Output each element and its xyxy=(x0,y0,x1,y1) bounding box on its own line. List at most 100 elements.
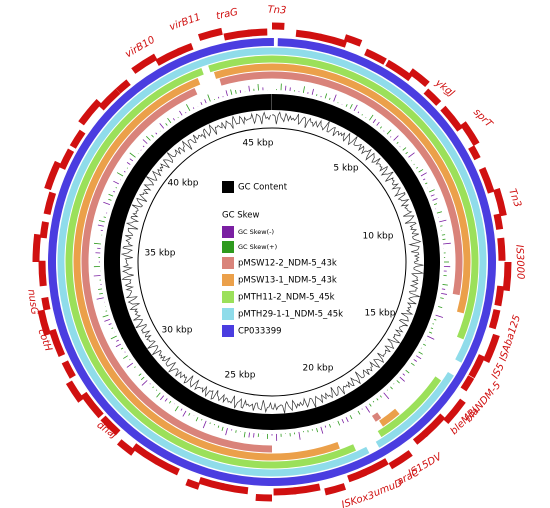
gc-skew-tick xyxy=(116,339,119,342)
gc-skew-tick xyxy=(195,417,199,422)
gc-skew-tick xyxy=(108,323,112,326)
gc-skew-tick xyxy=(179,110,183,116)
gene-block xyxy=(38,260,47,287)
ring-pmsw12 xyxy=(271,71,463,296)
legend-swatch xyxy=(222,274,234,286)
gc-skew-tick xyxy=(182,410,187,417)
gc-skew-tick xyxy=(298,431,301,440)
gene-label: ISKox3 xyxy=(340,490,376,508)
ring-pmsw12 xyxy=(371,412,382,422)
kbp-label: 15 kbp xyxy=(365,309,396,319)
gc-skew-tick xyxy=(386,129,392,135)
gc-skew-tick xyxy=(200,101,203,106)
gc-skew-tick xyxy=(188,412,191,416)
gene-block xyxy=(443,398,466,425)
gc-skew-tick xyxy=(151,134,154,138)
legend-label: CP033399 xyxy=(238,327,282,337)
gene-block xyxy=(116,439,136,456)
gc-skew-tick xyxy=(239,90,242,93)
gc-skew-tick xyxy=(430,327,434,330)
gc-skew-tick xyxy=(428,189,435,193)
gc-skew-tick xyxy=(383,392,390,400)
gc-content-line xyxy=(120,111,425,414)
gene-block xyxy=(273,487,297,496)
gene-block xyxy=(177,42,194,56)
gc-skew-tick xyxy=(235,89,237,94)
gc-skew-tick xyxy=(172,118,175,121)
gene-label: dnaJ xyxy=(95,420,119,442)
legend-label: pMTH29-1-1_NDM-5_45k xyxy=(238,310,343,320)
gc-skew-tick xyxy=(408,152,415,158)
gc-skew-tick xyxy=(108,193,114,197)
legend-swatch xyxy=(222,181,234,193)
gene-label: traG xyxy=(215,7,239,22)
gc-skew-tick xyxy=(402,147,407,151)
gc-skew-tick xyxy=(443,242,451,245)
gc-skew-tick xyxy=(311,88,314,95)
gc-skew-tick xyxy=(169,400,172,404)
gc-skew-tick xyxy=(97,224,104,227)
gene-block xyxy=(347,468,367,483)
gc-skew-tick xyxy=(204,99,207,104)
gc-skew-tick xyxy=(235,430,237,433)
gene-label: nusG xyxy=(25,289,39,316)
gene-block xyxy=(343,34,363,47)
gc-skew-tick xyxy=(207,94,211,102)
gene-block xyxy=(43,191,57,215)
gene-label: Tn3 xyxy=(506,187,523,208)
gc-skew-tick xyxy=(141,380,148,386)
gc-skew-tick xyxy=(418,169,424,173)
gc-skew-tick xyxy=(369,114,374,121)
gene-label: Tn3 xyxy=(267,5,286,17)
gc-skew-tick xyxy=(396,380,400,384)
gc-skew-tick xyxy=(369,403,372,407)
gene-block xyxy=(185,478,201,490)
gc-skew-tick xyxy=(428,331,433,334)
gc-skew-tick xyxy=(402,373,406,376)
gc-skew-tick xyxy=(225,90,228,96)
gc-skew-tick xyxy=(221,426,224,432)
gc-skew-tick xyxy=(248,432,250,438)
gene-block xyxy=(478,167,495,194)
gene-block xyxy=(497,237,506,261)
gc-skew-tick xyxy=(102,314,109,318)
gc-skew-tick xyxy=(201,418,203,421)
gc-skew-tick xyxy=(365,406,371,413)
legend-label: pMTH11-2_NDM-5_45k xyxy=(238,293,335,303)
gene-block xyxy=(58,148,75,170)
gene-block xyxy=(223,29,253,41)
gc-skew-tick xyxy=(345,104,348,107)
kbp-label: 45 kbp xyxy=(243,139,274,149)
gc-skew-tick xyxy=(410,362,415,366)
gc-skew-tick xyxy=(248,85,250,92)
ring-pmth29 xyxy=(375,371,454,448)
gc-skew-tick xyxy=(435,314,444,318)
gene-block xyxy=(388,450,413,470)
gc-skew-tick xyxy=(442,284,448,286)
gene-block xyxy=(494,285,505,307)
gene-block xyxy=(65,380,84,403)
gc-skew-tick xyxy=(393,135,399,141)
gene-block xyxy=(295,29,322,41)
ring-pmth11 xyxy=(377,376,442,438)
legend-swatch xyxy=(222,241,234,253)
legend-swatch xyxy=(222,325,234,337)
gc-skew-tick xyxy=(349,104,353,109)
legend-swatch xyxy=(222,308,234,320)
gc-skew-tick xyxy=(422,178,426,181)
gene-block xyxy=(482,333,500,363)
legend-swatch xyxy=(222,291,234,303)
gene-block xyxy=(39,221,49,239)
gc-skew-tick xyxy=(98,220,105,223)
legend-label: GC Skew xyxy=(222,211,259,221)
gc-skew-tick xyxy=(372,400,375,403)
gc-skew-tick xyxy=(149,383,151,385)
gc-skew-tick xyxy=(390,386,393,390)
gc-skew-tick xyxy=(416,355,422,360)
gene-block xyxy=(32,233,42,263)
gc-skew-tick xyxy=(103,216,106,218)
gc-skew-tick xyxy=(436,211,442,214)
gc-skew-tick xyxy=(329,97,331,100)
gc-skew-tick xyxy=(167,117,172,124)
kbp-label: 25 kbp xyxy=(225,371,256,381)
